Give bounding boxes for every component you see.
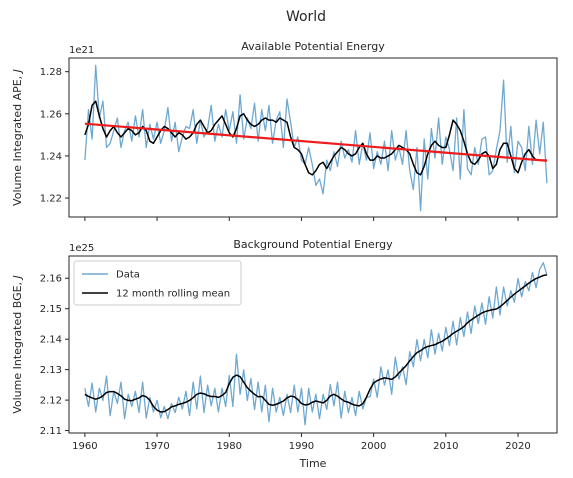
- bge-xlabel: Time: [299, 457, 327, 470]
- bge-panel-title: Background Potential Energy: [233, 238, 393, 251]
- bge-ytick-label: 2.14: [40, 335, 62, 346]
- ape-series-linear-trend: [84, 122, 547, 162]
- bge-xtick-label: 1960: [72, 441, 97, 452]
- bge-xtick-label: 1970: [144, 441, 169, 452]
- bge-ylabel: Volume Integrated BGE, J: [11, 275, 24, 414]
- bge-series-12-month-rolling-mean: [84, 274, 548, 413]
- legend-box: [73, 260, 242, 306]
- bge-series-data: [84, 262, 548, 426]
- ape-offset-text: 1e21: [69, 45, 94, 56]
- bge-offset-text: 1e25: [69, 243, 94, 254]
- legend-label: 12 month rolling mean: [116, 289, 230, 300]
- bge-xtick-label: 2010: [433, 441, 458, 452]
- figure-title: World: [286, 9, 326, 25]
- ape-ytick-label: 1.22: [40, 194, 62, 205]
- bge-ytick-label: 2.12: [40, 396, 62, 407]
- bge-ytick-label: 2.13: [40, 365, 62, 376]
- bge-ytick-label: 2.15: [40, 304, 62, 315]
- ape-ytick-label: 1.24: [40, 151, 62, 162]
- ape-ytick-label: 1.26: [40, 109, 62, 120]
- bge-xtick-label: 2020: [505, 441, 530, 452]
- ape-ytick-label: 1.28: [40, 67, 62, 78]
- ape-series-data: [84, 64, 548, 212]
- ape-panel: 1.22 1.24 1.26 1.28 Available Potential Ener…: [11, 40, 558, 221]
- bge-axes-frame: [68, 255, 558, 434]
- bge-panel: 2.11 2.12 2.13 2.14 2.15 2.16 1960 1970 1980 1990…: [11, 238, 558, 470]
- bge-legend: Data 12 month rolling mean: [73, 260, 242, 306]
- bge-xtick-label: 1980: [217, 441, 242, 452]
- legend-label: Data: [116, 270, 140, 281]
- bge-xtick-label: 1990: [289, 441, 314, 452]
- bge-ytick-label: 2.11: [40, 426, 62, 437]
- bge-ytick-label: 2.16: [40, 274, 62, 285]
- ape-panel-title: Available Potential Energy: [241, 40, 385, 53]
- ape-axes-frame: [68, 57, 558, 218]
- ape-ylabel: Volume Integrated APE, J: [11, 69, 24, 206]
- bge-xtick-label: 2000: [361, 441, 386, 452]
